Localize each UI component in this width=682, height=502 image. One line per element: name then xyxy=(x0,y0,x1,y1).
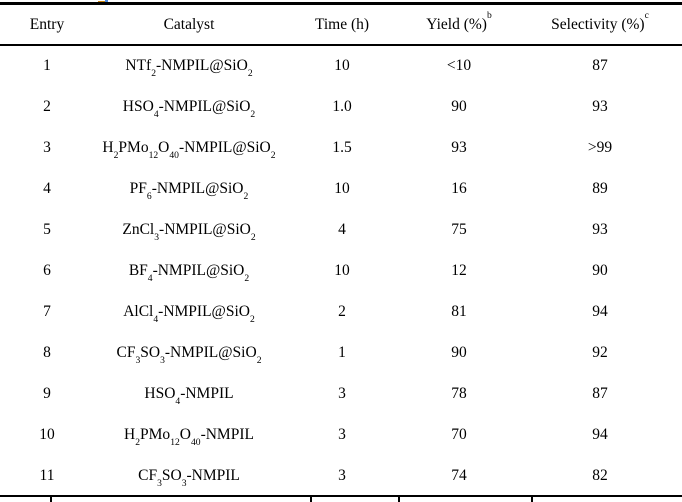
cell-yield: 93 xyxy=(451,139,467,156)
cell-time: 10 xyxy=(334,57,350,74)
cell-yield: 81 xyxy=(451,303,467,320)
table-row: 1 NTf2-NMPIL@SiO2 10 <10 87 xyxy=(0,46,682,87)
cell-selectivity: 87 xyxy=(592,385,608,402)
cell-catalyst: HSO4-NMPIL xyxy=(144,385,234,408)
cell-catalyst: AlCl4-NMPIL@SiO2 xyxy=(123,303,255,326)
table-row: 10 H2PMo12O40-NMPIL 3 70 94 xyxy=(0,415,682,456)
cell-catalyst: ZnCl3-NMPIL@SiO2 xyxy=(122,221,256,244)
cell-yield: 16 xyxy=(451,180,467,197)
table-header-row: Entry Catalyst Time (h) Yield (%)b Selec… xyxy=(0,5,682,44)
cell-entry: 11 xyxy=(39,467,55,484)
cell-time: 2 xyxy=(338,303,346,320)
cell-entry: 1 xyxy=(43,57,51,74)
cell-selectivity: >99 xyxy=(587,139,613,156)
cell-time: 3 xyxy=(338,426,346,443)
table-header-rule xyxy=(0,44,682,46)
column-header-entry: Entry xyxy=(29,15,65,33)
next-section-cell-border xyxy=(398,496,400,502)
cell-catalyst: PF6-NMPIL@SiO2 xyxy=(129,180,249,203)
table-row: 3 H2PMo12O40-NMPIL@SiO2 1.5 93 >99 xyxy=(0,128,682,169)
cell-selectivity: 93 xyxy=(592,221,608,238)
cell-yield: 75 xyxy=(451,221,467,238)
cell-yield: <10 xyxy=(446,57,472,74)
cell-catalyst: BF4-NMPIL@SiO2 xyxy=(128,262,250,285)
table-row: 5 ZnCl3-NMPIL@SiO2 4 75 93 xyxy=(0,210,682,251)
cell-selectivity: 90 xyxy=(592,262,608,279)
cell-time: 1.5 xyxy=(332,139,352,156)
table-body: 1 NTf2-NMPIL@SiO2 10 <10 87 2 HSO4-NMPIL… xyxy=(0,46,682,497)
cell-entry: 8 xyxy=(43,344,51,361)
table-row: 2 HSO4-NMPIL@SiO2 1.0 90 93 xyxy=(0,87,682,128)
cell-entry: 7 xyxy=(43,303,51,320)
cell-time: 10 xyxy=(334,262,350,279)
cell-catalyst: NTf2-NMPIL@SiO2 xyxy=(125,57,253,80)
cell-selectivity: 94 xyxy=(592,303,608,320)
cell-yield: 78 xyxy=(451,385,467,402)
cell-time: 3 xyxy=(338,467,346,484)
next-section-cell-border xyxy=(531,496,533,502)
cell-selectivity: 89 xyxy=(592,180,608,197)
cell-entry: 4 xyxy=(43,180,51,197)
cell-entry: 2 xyxy=(43,98,51,115)
cell-selectivity: 82 xyxy=(592,467,608,484)
cell-catalyst: CF3SO3-NMPIL xyxy=(138,467,240,490)
table-row: 11 CF3SO3-NMPIL 3 74 82 xyxy=(0,456,682,497)
table-top-rule xyxy=(0,1,682,5)
cell-yield: 74 xyxy=(451,467,467,484)
cell-yield: 70 xyxy=(451,426,467,443)
next-section-cell-border xyxy=(310,496,312,502)
cell-catalyst: H2PMo12O40-NMPIL@SiO2 xyxy=(102,139,276,162)
cell-yield: 90 xyxy=(451,344,467,361)
table-row: 6 BF4-NMPIL@SiO2 10 12 90 xyxy=(0,251,682,292)
cell-selectivity: 87 xyxy=(592,57,608,74)
cell-yield: 90 xyxy=(451,98,467,115)
cell-entry: 5 xyxy=(43,221,51,238)
table-bottom-rule xyxy=(0,495,682,497)
cell-selectivity: 93 xyxy=(592,98,608,115)
cell-yield: 12 xyxy=(451,262,467,279)
table-row: 4 PF6-NMPIL@SiO2 10 16 89 xyxy=(0,169,682,210)
column-header-catalyst: Catalyst xyxy=(163,15,215,33)
cell-entry: 10 xyxy=(39,426,55,443)
cell-time: 3 xyxy=(338,385,346,402)
cell-time: 1.0 xyxy=(332,98,352,115)
cell-selectivity: 94 xyxy=(592,426,608,443)
cell-time: 1 xyxy=(338,344,346,361)
cell-time: 4 xyxy=(338,221,346,238)
table-row: 7 AlCl4-NMPIL@SiO2 2 81 94 xyxy=(0,292,682,333)
cell-catalyst: H2PMo12O40-NMPIL xyxy=(124,426,254,449)
cell-time: 10 xyxy=(334,180,350,197)
column-header-yield: Yield (%)b xyxy=(426,10,492,33)
column-header-selectivity: Selectivity (%)c xyxy=(551,10,649,33)
next-section-cell-border xyxy=(50,496,52,502)
cell-entry: 9 xyxy=(43,385,51,402)
cell-entry: 3 xyxy=(43,139,51,156)
cell-entry: 6 xyxy=(43,262,51,279)
cell-catalyst: HSO4-NMPIL@SiO2 xyxy=(122,98,256,121)
cell-catalyst: CF3SO3-NMPIL@SiO2 xyxy=(116,344,262,367)
cell-selectivity: 92 xyxy=(592,344,608,361)
caption-remnant-blue xyxy=(105,0,108,3)
column-header-time: Time (h) xyxy=(314,15,370,33)
table-row: 8 CF3SO3-NMPIL@SiO2 1 90 92 xyxy=(0,333,682,374)
table-row: 9 HSO4-NMPIL 3 78 87 xyxy=(0,374,682,415)
